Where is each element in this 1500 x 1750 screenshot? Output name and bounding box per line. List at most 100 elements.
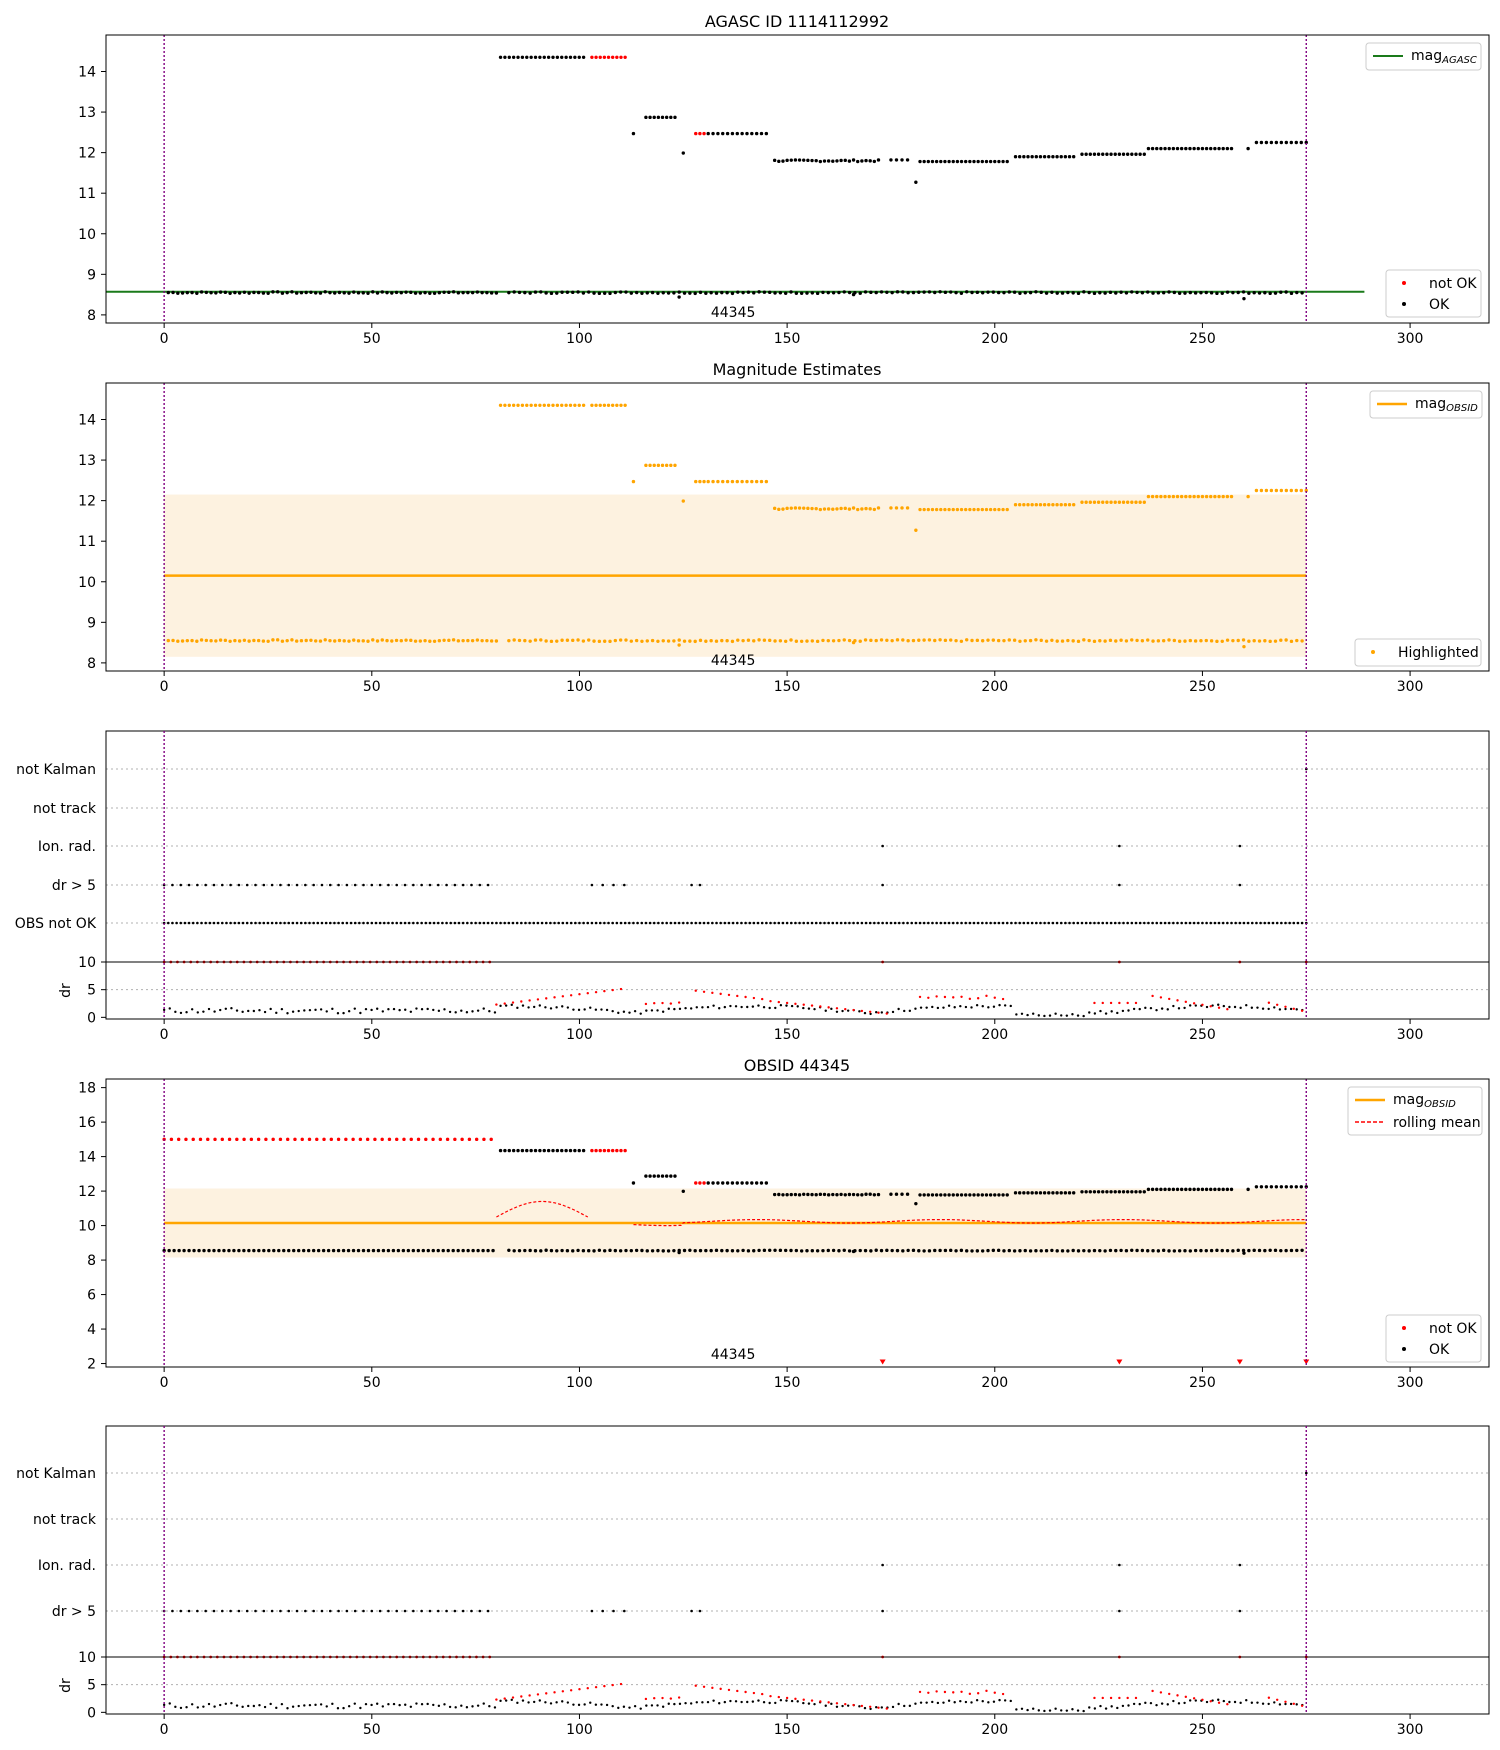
dr-point [454, 1011, 457, 1014]
mag-point [714, 291, 719, 295]
flag-point [416, 921, 419, 925]
dr-point [875, 1011, 878, 1014]
dr-point [432, 1008, 435, 1012]
dr-point [762, 1700, 766, 1704]
panel-1-ytick-label: 10 [78, 227, 96, 243]
mag-point [677, 290, 681, 294]
flag-point [233, 921, 237, 925]
dr-point [1183, 1006, 1186, 1010]
highlighted-point [890, 638, 894, 643]
flag-point [520, 921, 523, 925]
dr-point [1144, 1006, 1147, 1010]
flag-point [889, 921, 893, 925]
flag-point [304, 1609, 307, 1613]
flag-point [893, 921, 897, 925]
mag-point [736, 1249, 740, 1253]
mag-point [1257, 291, 1262, 295]
mag-point [1161, 1248, 1166, 1253]
highlighted-point [856, 507, 860, 512]
dr-point [1037, 1014, 1040, 1017]
flag-point [1226, 921, 1229, 925]
dr-point [1065, 1709, 1069, 1712]
highlighted-point [342, 639, 346, 643]
flag-point [470, 1609, 473, 1613]
highlighted-point [797, 506, 802, 510]
mag-point [927, 290, 932, 294]
mag-point [390, 291, 394, 295]
highlighted-point [736, 638, 740, 642]
mag-point [481, 1248, 485, 1253]
highlighted-point [1183, 639, 1187, 643]
panel-1-ytick-label: 8 [87, 308, 96, 324]
flag-point [312, 883, 315, 887]
mag-point [709, 291, 713, 295]
flag-point [229, 883, 232, 887]
flag-point [914, 921, 918, 925]
dr-point [875, 1706, 878, 1709]
flag-point [262, 921, 266, 925]
flag-frame [105, 1425, 1490, 1658]
highlighted-point [1300, 639, 1304, 643]
mag-point [489, 291, 494, 295]
mag-point [212, 1248, 216, 1253]
mag-point [629, 291, 634, 295]
mag-point [555, 55, 560, 60]
flag-point [187, 921, 191, 925]
dr-point [577, 1703, 581, 1707]
dr-point [426, 1702, 429, 1706]
dr-point [224, 1702, 228, 1706]
mag-point [323, 290, 327, 294]
dr-point [476, 1704, 480, 1707]
dr-point [213, 1010, 216, 1013]
mag-point [1103, 291, 1107, 295]
mag-point [975, 290, 980, 295]
highlighted-point [826, 638, 830, 643]
highlighted-point [1005, 507, 1009, 512]
mag-point [482, 1137, 486, 1142]
mag-point [581, 55, 586, 60]
panel-3-xtick-label: 50 [363, 1027, 381, 1043]
dr-point [678, 1702, 682, 1706]
limit-marker [1236, 1359, 1243, 1365]
highlighted-point [847, 507, 852, 511]
flag-point [237, 883, 241, 887]
flag-point [690, 921, 693, 925]
dr-point [1284, 1700, 1287, 1703]
mag-point [1242, 296, 1246, 301]
flag-point [711, 921, 714, 925]
dr-point [718, 1007, 721, 1010]
dr-point [465, 1011, 469, 1014]
dr-point [768, 1006, 771, 1010]
flag-point [432, 921, 436, 925]
mag-point [968, 1193, 972, 1197]
dr-point [415, 1007, 418, 1010]
mag-point [351, 1137, 355, 1142]
highlighted-point [475, 638, 480, 642]
mag-point [285, 290, 289, 295]
dr-point [589, 1006, 592, 1009]
mag-point [996, 1248, 1001, 1253]
highlighted-point [677, 638, 681, 642]
flag-point [183, 921, 187, 925]
highlighted-point [1279, 638, 1283, 642]
highlighted-point [538, 403, 542, 408]
mag-point [475, 290, 480, 294]
dr-point [1295, 1703, 1298, 1706]
mag-point [1096, 152, 1101, 156]
mag-point [1042, 1191, 1047, 1195]
mag-point [1167, 1249, 1171, 1253]
dr-point [392, 1702, 396, 1706]
flag-point [461, 1609, 465, 1613]
dr-point [976, 997, 980, 1000]
dr-point [914, 1007, 917, 1010]
mag-point [939, 159, 943, 164]
highlighted-point [754, 479, 759, 484]
highlighted-point [794, 639, 799, 643]
mag-point [1121, 1190, 1126, 1194]
highlighted-point [682, 639, 687, 643]
mag-point [1071, 291, 1075, 295]
dr-point [1099, 1704, 1102, 1708]
mag-point [688, 291, 692, 295]
mag-point [716, 131, 720, 136]
highlighted-point [1199, 639, 1203, 643]
